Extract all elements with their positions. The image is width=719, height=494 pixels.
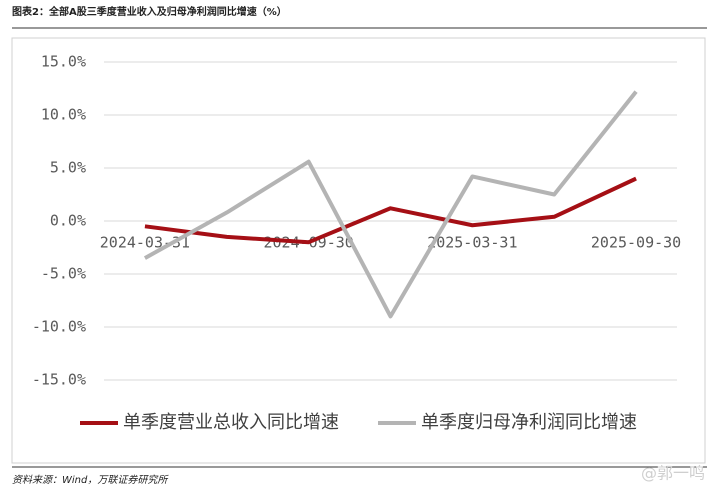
source: 资料来源：Wind，万联证券研究所: [12, 474, 169, 486]
y-tick-label: 10.0%: [41, 106, 86, 124]
legend-label: 单季度营业总收入同比增速: [123, 412, 339, 433]
y-tick-label: -10.0%: [32, 318, 86, 336]
x-tick-label: 2025-03-31: [427, 234, 517, 252]
y-tick-label: 0.0%: [50, 212, 86, 230]
legend-label: 单季度归母净利润同比增速: [421, 412, 637, 433]
plot-frame: [11, 37, 706, 464]
y-tick-label: 5.0%: [50, 159, 86, 177]
y-tick-label: -15.0%: [32, 371, 86, 389]
y-tick-label: 15.0%: [41, 53, 86, 71]
series-line: [143, 90, 638, 319]
chart-title: 图表2：全部A股三季度营业收入及归母净利润同比增速（%）: [12, 5, 287, 18]
watermark: @郭一鸣: [641, 464, 705, 483]
x-tick-label: 2025-09-30: [591, 234, 681, 252]
y-tick-label: -5.0%: [41, 265, 86, 283]
series-line: [144, 176, 637, 245]
